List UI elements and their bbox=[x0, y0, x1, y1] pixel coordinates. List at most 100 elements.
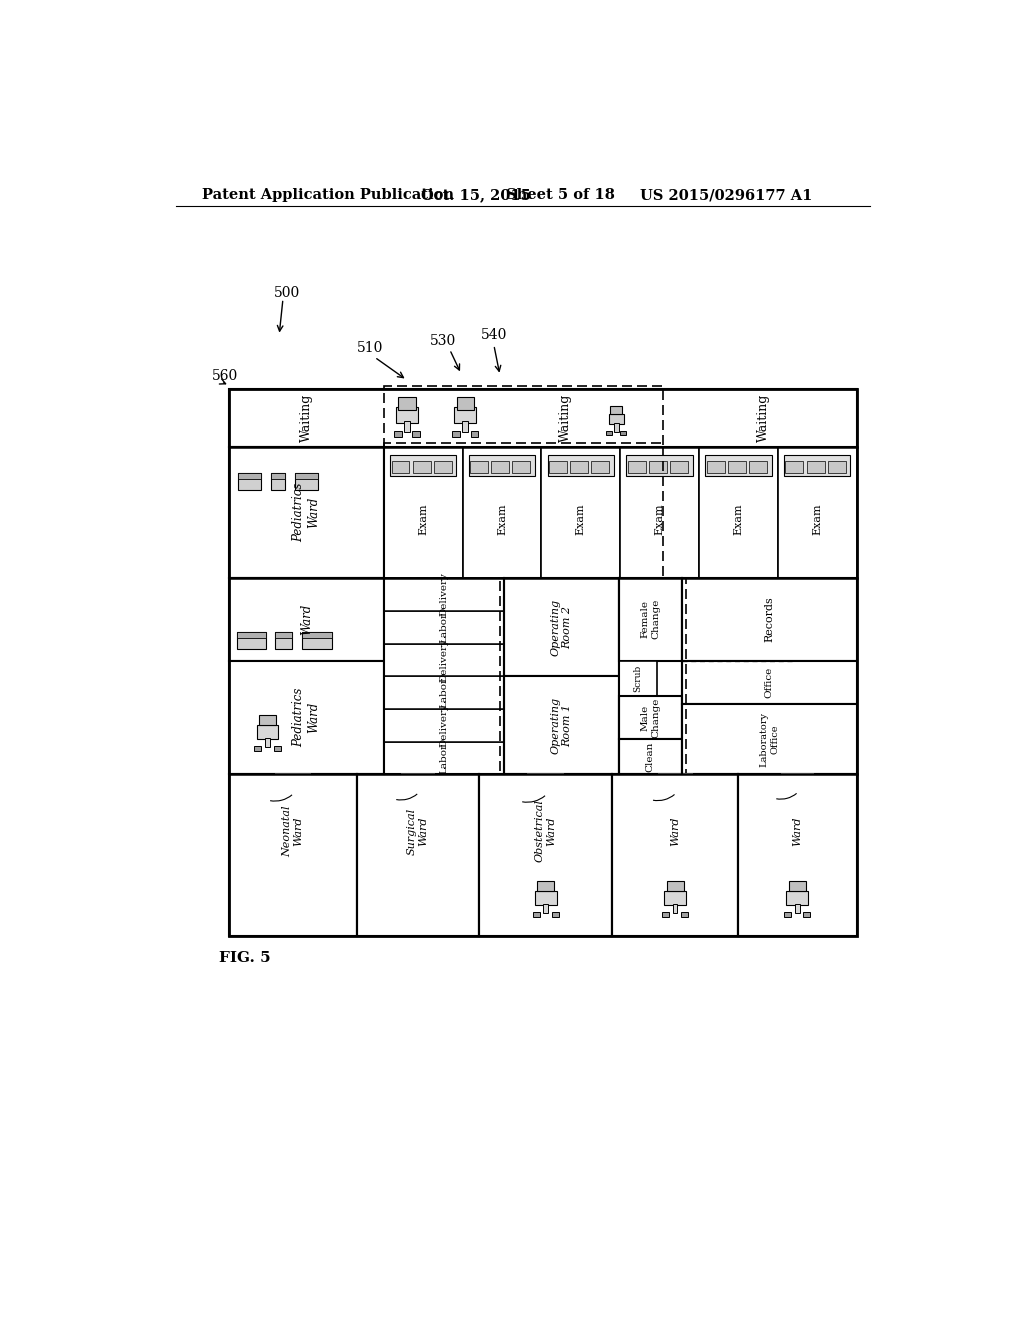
Bar bbox=[295, 473, 317, 490]
Bar bbox=[384, 611, 504, 644]
Bar bbox=[384, 644, 504, 676]
Bar bbox=[504, 676, 618, 775]
Bar bbox=[673, 904, 678, 913]
Bar bbox=[827, 461, 846, 473]
Bar bbox=[608, 413, 624, 425]
Bar bbox=[706, 455, 771, 477]
Bar bbox=[384, 447, 463, 578]
Bar bbox=[780, 774, 814, 788]
Text: US 2015/0296177 A1: US 2015/0296177 A1 bbox=[640, 189, 812, 202]
Text: Waiting: Waiting bbox=[300, 395, 312, 442]
Bar bbox=[455, 408, 476, 422]
Bar bbox=[295, 473, 317, 479]
Bar bbox=[394, 430, 401, 437]
Bar bbox=[532, 912, 540, 917]
Text: Labor: Labor bbox=[439, 743, 449, 774]
Bar bbox=[618, 578, 682, 660]
Bar bbox=[606, 430, 612, 436]
Text: Ward: Ward bbox=[793, 816, 802, 846]
Bar bbox=[628, 461, 646, 473]
Text: Delivery: Delivery bbox=[439, 704, 449, 747]
Bar bbox=[618, 696, 682, 739]
Text: Scrub: Scrub bbox=[633, 664, 642, 692]
Bar bbox=[384, 444, 663, 582]
Bar bbox=[237, 632, 266, 649]
Bar bbox=[228, 389, 856, 447]
Bar bbox=[275, 632, 292, 649]
Text: 560: 560 bbox=[212, 370, 238, 383]
Text: FIG. 5: FIG. 5 bbox=[219, 952, 271, 965]
Bar bbox=[228, 389, 856, 936]
Bar bbox=[618, 739, 682, 775]
Bar bbox=[612, 775, 738, 936]
Bar bbox=[707, 461, 725, 473]
Bar bbox=[400, 774, 435, 788]
Bar bbox=[749, 461, 767, 473]
Bar bbox=[228, 578, 384, 660]
Bar bbox=[356, 775, 479, 936]
Bar bbox=[302, 632, 332, 649]
Text: Labor: Labor bbox=[439, 677, 449, 708]
Text: Pediatrics
Ward: Pediatrics Ward bbox=[292, 688, 321, 747]
Bar bbox=[384, 709, 504, 742]
Text: Clean: Clean bbox=[646, 742, 655, 772]
Bar bbox=[681, 912, 688, 917]
Text: Waiting: Waiting bbox=[559, 395, 572, 442]
Bar bbox=[665, 891, 686, 906]
Bar bbox=[784, 455, 850, 477]
Bar bbox=[527, 774, 564, 788]
Bar bbox=[621, 430, 627, 436]
Bar bbox=[228, 775, 356, 936]
Text: 500: 500 bbox=[273, 286, 300, 300]
Bar bbox=[259, 714, 276, 725]
Bar bbox=[384, 676, 504, 709]
Text: Exam: Exam bbox=[575, 503, 586, 535]
Bar bbox=[621, 447, 699, 578]
Text: Neonatal
Ward: Neonatal Ward bbox=[282, 805, 303, 857]
Bar bbox=[384, 385, 663, 451]
Bar bbox=[538, 880, 554, 891]
Bar bbox=[403, 421, 410, 432]
Text: 540: 540 bbox=[480, 329, 507, 342]
Bar bbox=[618, 660, 656, 696]
Bar bbox=[548, 455, 614, 477]
Bar bbox=[807, 461, 824, 473]
Text: Ward: Ward bbox=[670, 816, 680, 846]
Bar bbox=[390, 455, 457, 477]
Bar bbox=[462, 421, 468, 432]
Text: Exam: Exam bbox=[418, 503, 428, 535]
Bar bbox=[228, 660, 384, 775]
Bar bbox=[670, 461, 688, 473]
Text: Exam: Exam bbox=[812, 503, 822, 535]
Text: Operating
Room 1: Operating Room 1 bbox=[551, 697, 572, 754]
Text: Exam: Exam bbox=[654, 503, 665, 535]
Text: Female
Change: Female Change bbox=[641, 599, 660, 639]
Bar bbox=[384, 578, 504, 788]
Bar bbox=[662, 912, 669, 917]
Bar bbox=[504, 578, 618, 676]
Text: Exam: Exam bbox=[733, 503, 743, 535]
Bar bbox=[470, 461, 488, 473]
Bar bbox=[254, 746, 261, 751]
Bar bbox=[302, 632, 332, 638]
Bar bbox=[795, 904, 800, 913]
Text: Pediatrics
Ward: Pediatrics Ward bbox=[292, 483, 321, 543]
Text: 530: 530 bbox=[430, 334, 457, 347]
Bar bbox=[788, 880, 806, 891]
Bar bbox=[479, 775, 612, 936]
Text: Laboratory
Office: Laboratory Office bbox=[760, 711, 779, 767]
Text: 510: 510 bbox=[356, 342, 383, 355]
Bar bbox=[469, 455, 536, 477]
Bar bbox=[275, 632, 292, 638]
Bar bbox=[271, 473, 286, 490]
Bar bbox=[544, 904, 548, 913]
Bar bbox=[396, 408, 418, 422]
Bar bbox=[238, 473, 261, 479]
Text: Sheet 5 of 18: Sheet 5 of 18 bbox=[506, 189, 615, 202]
Bar bbox=[535, 891, 557, 906]
Bar bbox=[500, 578, 686, 788]
Bar bbox=[591, 461, 609, 473]
Text: Delivery: Delivery bbox=[439, 638, 449, 682]
Bar bbox=[570, 461, 588, 473]
Bar bbox=[512, 461, 530, 473]
